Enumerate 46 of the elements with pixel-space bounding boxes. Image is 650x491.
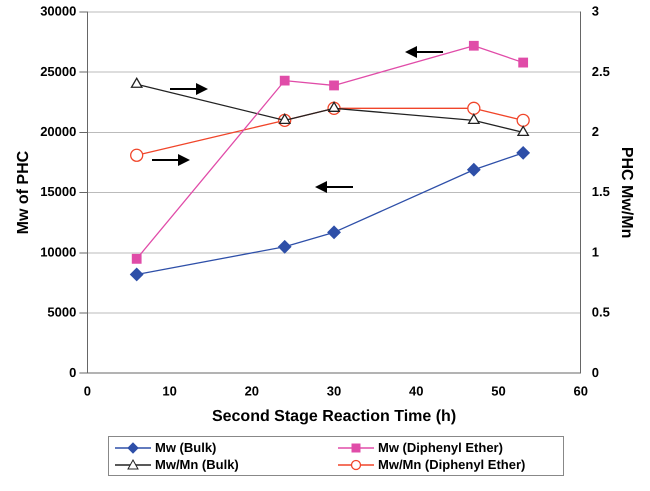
y2-axis-title: PHC Mw/Mn (618, 146, 635, 238)
point (130, 268, 144, 282)
point (278, 114, 291, 124)
legend-label: Mw/Mn (Diphenyl Ether) (378, 457, 526, 472)
point (467, 102, 480, 115)
y-tick-label: 5000 (47, 304, 76, 320)
y2-tick-label: 1 (592, 244, 599, 260)
point (280, 76, 290, 86)
y2-tick-label: 0.5 (592, 304, 610, 320)
x-tick-label: 40 (409, 384, 424, 399)
y2-tick-label: 0 (592, 364, 599, 380)
x-tick-label: 30 (326, 384, 342, 399)
y-tick-label: 15000 (40, 184, 76, 200)
point (130, 78, 143, 88)
y-tick-label: 25000 (40, 64, 76, 79)
point (329, 80, 339, 90)
y-tick-label: 10000 (40, 244, 76, 260)
point (278, 240, 292, 254)
legend-label: Mw (Diphenyl Ether) (378, 440, 503, 455)
x-tick-label: 20 (244, 384, 260, 399)
y2-tick-label: 2.5 (592, 64, 610, 79)
y-tick-label: 30000 (40, 4, 76, 19)
x-tick-label: 50 (491, 384, 506, 399)
x-tick-label: 60 (573, 384, 588, 399)
y2-tick-label: 1.5 (592, 184, 610, 200)
point (327, 226, 341, 239)
point (516, 114, 530, 128)
point (518, 58, 528, 68)
point (468, 114, 480, 124)
legend-label: Mw/Mn (Bulk) (155, 457, 239, 472)
y2-tick-label: 2 (592, 124, 599, 139)
point (132, 254, 142, 264)
point (130, 148, 144, 162)
x-tick-label: 0 (84, 384, 91, 399)
y-tick-label: 0 (69, 364, 76, 380)
y2-tick-label: 3 (592, 4, 599, 19)
point (328, 102, 340, 112)
point (468, 40, 479, 51)
point (517, 126, 530, 136)
point (467, 163, 480, 176)
y-tick-label: 20000 (40, 124, 76, 139)
legend-label: Mw (Bulk) (155, 440, 216, 455)
x-tick-label: 10 (162, 384, 177, 399)
y-axis-title: Mw of PHC (15, 150, 32, 234)
x-axis-title: Second Stage Reaction Time (h) (212, 408, 456, 425)
point (516, 146, 530, 160)
